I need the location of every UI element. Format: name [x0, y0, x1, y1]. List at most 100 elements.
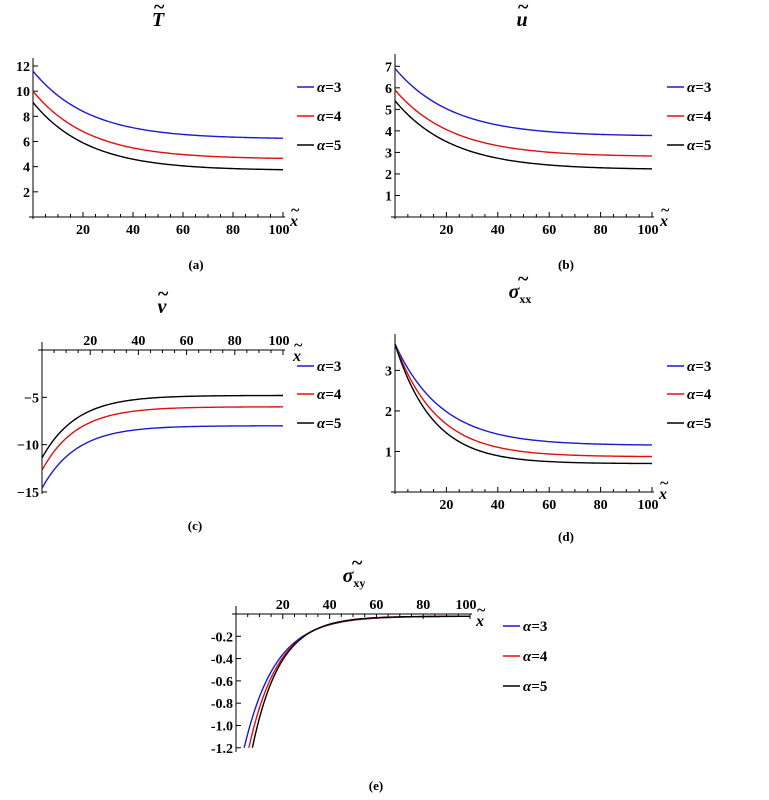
chart-title-subscript: xy: [353, 576, 365, 590]
legend-alpha: α: [317, 80, 326, 96]
y-tick-label: 2: [385, 405, 392, 420]
y-tick-label: 7: [385, 60, 392, 75]
legend-label: α=4: [317, 387, 342, 403]
y-tick-label: 1: [385, 445, 392, 460]
x-tick-label: 20: [76, 223, 90, 238]
legend-alpha: α: [523, 619, 532, 635]
x-tick-label: 100: [638, 498, 659, 513]
legend-label: α=3: [317, 359, 341, 375]
x-axis-label-tilde: ~: [476, 602, 485, 619]
x-tick-label: 80: [594, 223, 608, 238]
y-tick-label: -1.2: [211, 742, 233, 757]
chart-title: σxx: [509, 281, 532, 306]
legend-alpha: α: [317, 416, 326, 432]
legend-alpha: α: [317, 138, 326, 154]
legend-label: α=5: [317, 416, 341, 432]
y-tick-label: -0.6: [211, 675, 233, 690]
x-tick-label: 60: [369, 598, 383, 613]
series-line-alpha-5: [41, 394, 283, 459]
legend-alpha: α: [687, 387, 696, 403]
legend-label: α=5: [687, 416, 711, 432]
y-tick-label: −15: [17, 486, 39, 501]
chart-title-tilde: ~: [153, 0, 164, 18]
x-axis-label: x: [292, 348, 301, 365]
x-tick-label: 100: [638, 223, 659, 238]
legend-value: =3: [531, 619, 547, 635]
chart-title-tilde: ~: [517, 268, 528, 290]
panel-caption: (b): [558, 257, 574, 272]
x-tick-label: 60: [176, 223, 190, 238]
x-tick-label: 40: [126, 223, 140, 238]
legend-label: α=4: [687, 387, 712, 403]
y-tick-label: 2: [23, 186, 30, 201]
x-tick-label: 80: [228, 334, 242, 349]
chart-title-symbol: u: [516, 9, 527, 31]
series-line-alpha-4: [248, 615, 469, 748]
series-line-alpha-4: [32, 90, 284, 160]
legend-value: =4: [325, 109, 342, 125]
legend-value: =4: [695, 109, 712, 125]
x-tick-label: 100: [269, 334, 290, 349]
legend-alpha: α: [687, 80, 696, 96]
x-tick-label: 40: [491, 223, 505, 238]
x-tick-label: 40: [323, 598, 337, 613]
legend-value: =5: [531, 679, 547, 695]
legend-value: =3: [325, 359, 341, 375]
chart-title-symbol: v: [158, 296, 168, 318]
y-tick-label: 4: [385, 125, 392, 140]
panel-caption: (e): [369, 778, 383, 793]
y-tick-label: 4: [23, 161, 30, 176]
legend-alpha: α: [523, 649, 532, 665]
series-line-alpha-5: [394, 100, 653, 170]
legend-alpha: α: [317, 359, 326, 375]
chart-title-subscript: xx: [519, 292, 531, 306]
chart-title-tilde: ~: [517, 0, 528, 18]
x-tick-label: 100: [269, 223, 290, 238]
x-tick-label: 40: [491, 498, 505, 513]
chart-title-tilde: ~: [157, 283, 168, 305]
y-tick-label: -0.8: [211, 697, 233, 712]
legend-value: =4: [695, 387, 712, 403]
legend-label: α=5: [317, 138, 341, 154]
x-tick-label: 100: [456, 598, 477, 613]
x-tick-label: 20: [83, 334, 97, 349]
panel-caption: (a): [188, 257, 203, 272]
series-line-alpha-4: [394, 89, 653, 157]
panel-caption: (d): [558, 529, 574, 544]
series-line-alpha-5: [394, 343, 653, 465]
x-tick-label: 20: [439, 498, 453, 513]
legend-label: α=4: [523, 649, 548, 665]
x-axis-label: x: [289, 213, 298, 230]
legend-alpha: α: [687, 359, 696, 375]
y-tick-label: -1.0: [211, 719, 233, 734]
legend-label: α=5: [523, 679, 547, 695]
legend-value: =3: [695, 80, 711, 96]
series-line-alpha-5: [32, 102, 284, 171]
series-line-alpha-3: [394, 343, 653, 446]
chart-title: T: [152, 9, 165, 31]
y-tick-label: 3: [385, 146, 392, 161]
legend-value: =3: [695, 359, 711, 375]
x-tick-label: 80: [594, 498, 608, 513]
x-tick-label: 80: [226, 223, 240, 238]
y-tick-label: 10: [16, 85, 30, 100]
legend-value: =5: [695, 138, 711, 154]
legend-alpha: α: [523, 679, 532, 695]
x-axis-label-tilde: ~: [290, 202, 299, 219]
legend-label: α=4: [687, 109, 712, 125]
x-axis-label: x: [658, 486, 667, 503]
x-axis-label: x: [475, 613, 484, 630]
x-tick-label: 60: [542, 223, 556, 238]
legend-value: =4: [325, 387, 342, 403]
series-line-alpha-3: [32, 70, 284, 139]
y-tick-label: 6: [385, 82, 392, 97]
chart-title: u: [516, 9, 527, 31]
y-tick-label: 5: [385, 103, 392, 118]
x-axis-label-tilde: ~: [293, 337, 302, 354]
chart-panel-c: v~20 40 60 80 100−5−10−15x~α=3α=4α=5(c): [17, 283, 342, 533]
y-tick-label: −5: [24, 391, 39, 406]
legend-alpha: α: [687, 138, 696, 154]
legend-alpha: α: [687, 109, 696, 125]
